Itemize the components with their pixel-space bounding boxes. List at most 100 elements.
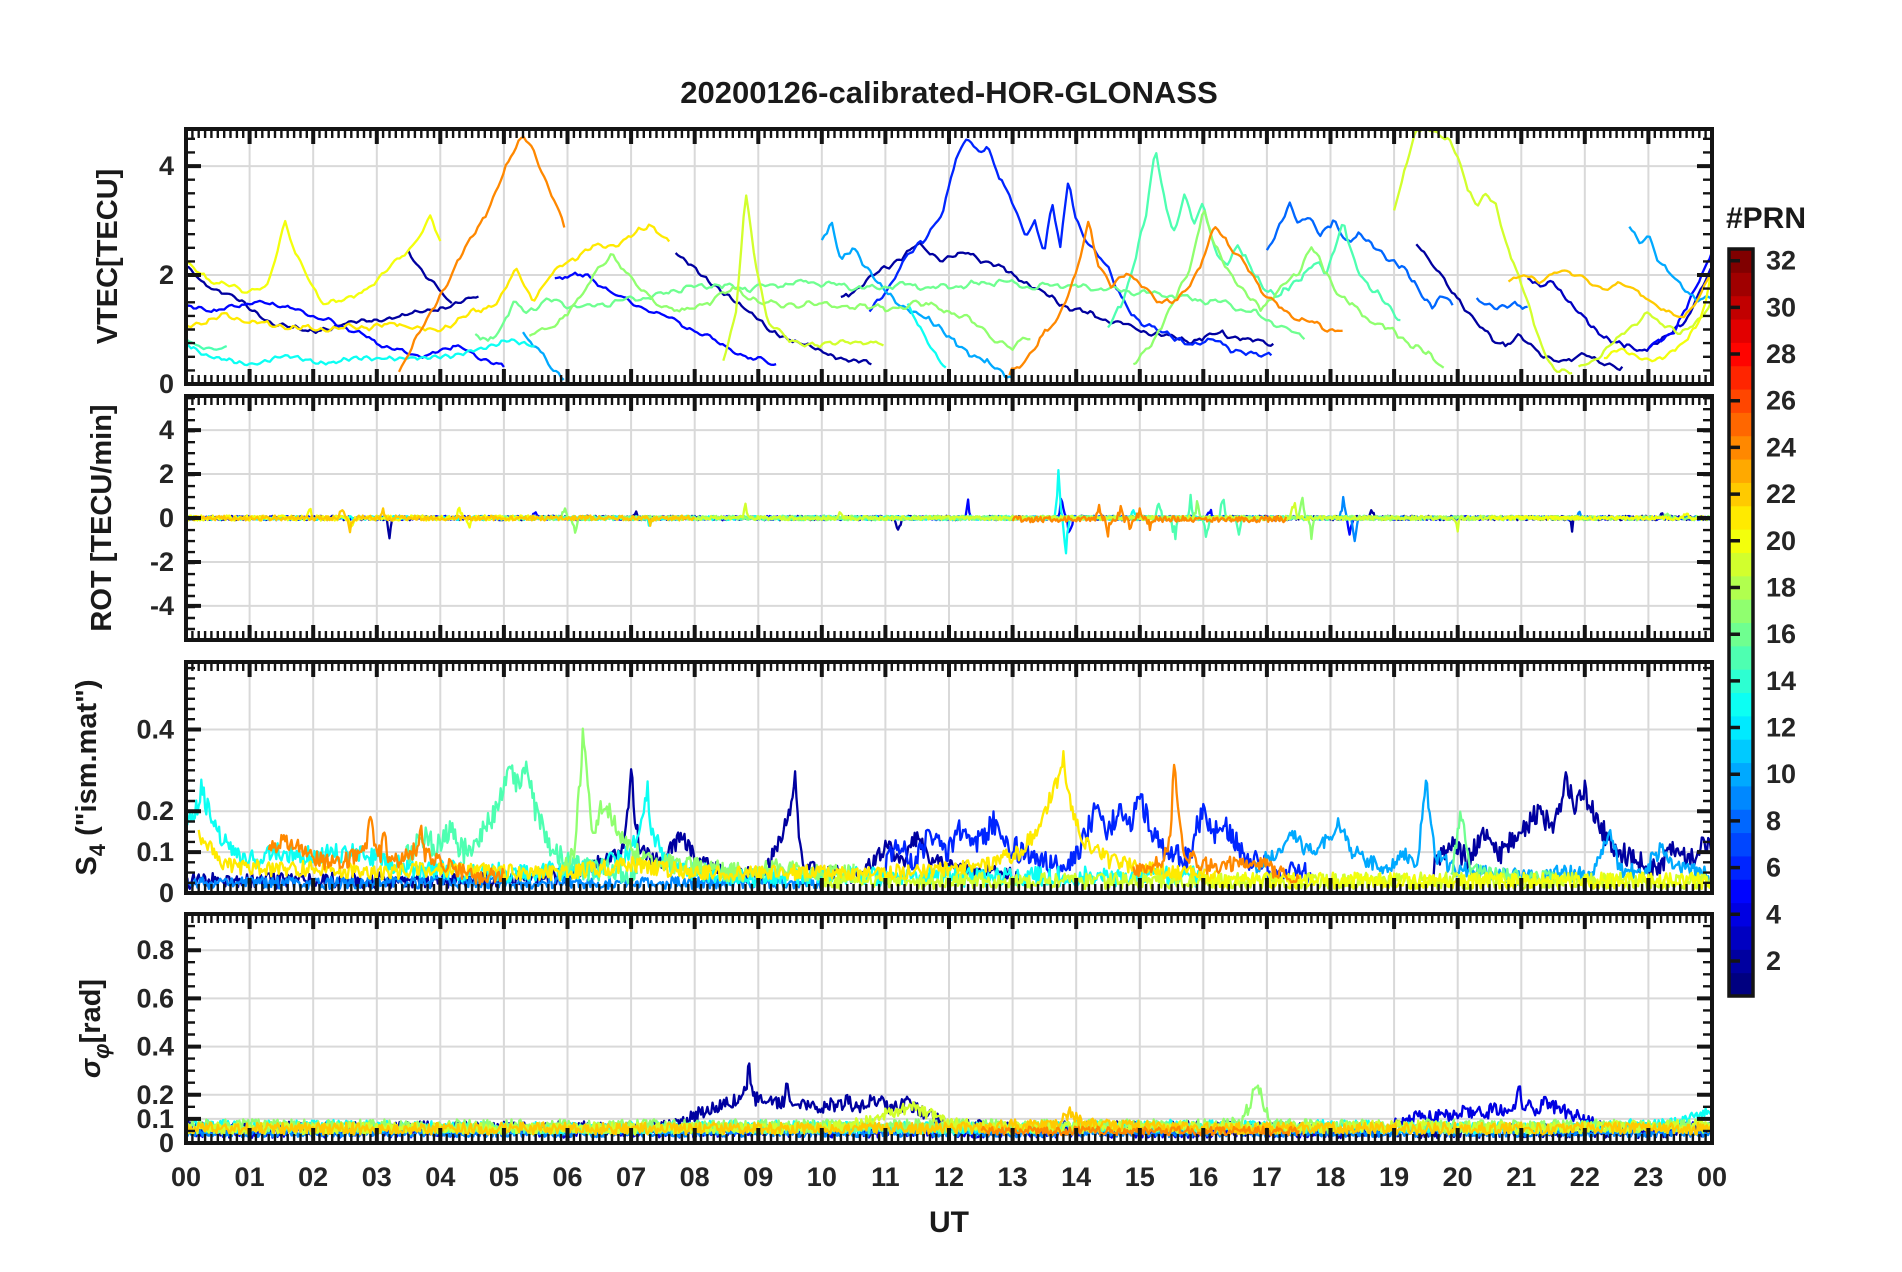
colorbar-block (1729, 762, 1753, 787)
colorbar-block (1729, 879, 1753, 904)
colorbar-tick-label: 20 (1766, 526, 1796, 556)
colorbar-block (1729, 552, 1753, 577)
x-tick-label: 04 (425, 1162, 455, 1192)
y-tick-label-sigma: 0.8 (136, 935, 174, 965)
y-tick-label-s4: 0.1 (136, 837, 174, 867)
y-tick-label-sigma: 0 (159, 1128, 174, 1158)
series-prn-2 (1415, 243, 1624, 372)
x-tick-label: 23 (1633, 1162, 1663, 1192)
series-prn-5 (186, 299, 505, 368)
panel-vtec-series (186, 129, 1712, 381)
x-tick-label: 00 (1697, 1162, 1727, 1192)
colorbar-tick-label: 8 (1766, 806, 1781, 836)
y-tick-label-s4: 0.2 (136, 796, 174, 826)
x-tick-label: 18 (1315, 1162, 1345, 1192)
colorbar-block (1729, 529, 1753, 553)
colorbar-block (1729, 925, 1753, 950)
x-tick-label: 21 (1506, 1162, 1536, 1192)
y-tick-label-rot: 0 (159, 503, 174, 533)
x-tick-label: 00 (171, 1162, 201, 1192)
panel-s4-border (184, 660, 1714, 895)
colorbar-block (1729, 319, 1753, 343)
series-prn-24 (1011, 503, 1288, 538)
x-tick-label: 03 (362, 1162, 392, 1192)
x-tick-label: 20 (1443, 1162, 1473, 1192)
x-tick-label: 15 (1125, 1162, 1155, 1192)
series-prn-21 (197, 750, 1217, 883)
series-prn-16 (474, 278, 1306, 342)
x-tick-label: 22 (1570, 1162, 1600, 1192)
colorbar-block (1729, 902, 1753, 927)
x-tick-label: 05 (489, 1162, 519, 1192)
colorbar-block (1729, 832, 1753, 857)
colorbar-tick-label: 6 (1766, 853, 1781, 883)
y-axis-title-rot: ROT [TECU/min] (86, 404, 118, 631)
series-prn-2 (407, 250, 453, 304)
colorbar-tick-label: 2 (1766, 946, 1781, 976)
series-prn-21 (186, 223, 671, 333)
y-tick-label-rot: 4 (159, 415, 174, 445)
colorbar-ticks (1730, 258, 1740, 963)
colorbar-block (1729, 855, 1753, 880)
y-tick-label-s4: 0.4 (136, 714, 174, 744)
colorbar-tick-label: 22 (1766, 479, 1796, 509)
series-prn-24 (1132, 763, 1300, 884)
series-prn-13 (186, 338, 535, 367)
x-tick-label: 02 (298, 1162, 328, 1192)
colorbar-tick-label: 10 (1766, 759, 1796, 789)
series-prn-17 (1132, 209, 1445, 369)
x-tick-label: 09 (743, 1162, 773, 1192)
panel-s4-series (186, 727, 1712, 891)
colorbar-block (1729, 669, 1753, 694)
colorbar-block (1729, 482, 1753, 507)
minor-ticks-s4 (188, 664, 1710, 891)
series-prn-6 (877, 793, 1313, 887)
series-prn-24 (397, 135, 566, 373)
minor-ticks-vtec (188, 131, 1710, 382)
colorbar-block (1729, 972, 1753, 997)
colorbar-tick-label: 30 (1766, 292, 1796, 322)
colorbar-block (1729, 272, 1753, 297)
minor-ticks-rot (188, 397, 1710, 642)
axes (184, 127, 1714, 1145)
colorbar-tick-label: 4 (1766, 899, 1781, 929)
y-tick-label-s4: 0 (159, 878, 174, 908)
series-prn-10 (1253, 779, 1712, 886)
series-prn-3 (1526, 267, 1712, 352)
series-prn-20 (186, 214, 442, 306)
colorbar-border (1727, 247, 1755, 998)
colorbar-block (1729, 575, 1753, 600)
major-ticks-sigma (184, 916, 1714, 1145)
series-prn-22 (186, 507, 696, 534)
series-prn-8 (1475, 297, 1528, 311)
x-tick-label: 19 (1379, 1162, 1409, 1192)
x-axis-title: UT (929, 1206, 969, 1239)
colorbar-block (1729, 435, 1753, 460)
y-tick-label-rot: 2 (159, 459, 174, 489)
series-prn-15 (1107, 152, 1401, 329)
colorbar-block (1729, 949, 1753, 974)
colorbar-tick-label: 12 (1766, 713, 1796, 743)
series-prn-20 (1603, 274, 1712, 363)
colorbar-block (1729, 505, 1753, 530)
x-tick-label: 07 (616, 1162, 646, 1192)
colorbar-tick-label: 16 (1766, 619, 1796, 649)
colorbar-block (1729, 389, 1753, 413)
x-tick-label: 01 (235, 1162, 265, 1192)
series-prn-17 (528, 253, 1031, 351)
colorbar-block (1729, 365, 1753, 390)
series-prn-19 (722, 194, 884, 362)
colorbar-block (1729, 739, 1753, 764)
y-tick-label-rot: -4 (150, 591, 174, 621)
series-prn-10 (1628, 226, 1712, 303)
series-prn-13 (906, 303, 947, 369)
y-axis-title-sigma: σφ[rad] (75, 979, 114, 1078)
colorbar-block (1729, 342, 1753, 367)
x-tick-label: 16 (1188, 1162, 1218, 1192)
series-prn-2 (840, 241, 1275, 347)
major-ticks-s4 (184, 664, 1714, 895)
y-axis-title-s4: S4 ("ism.mat") (71, 679, 110, 875)
